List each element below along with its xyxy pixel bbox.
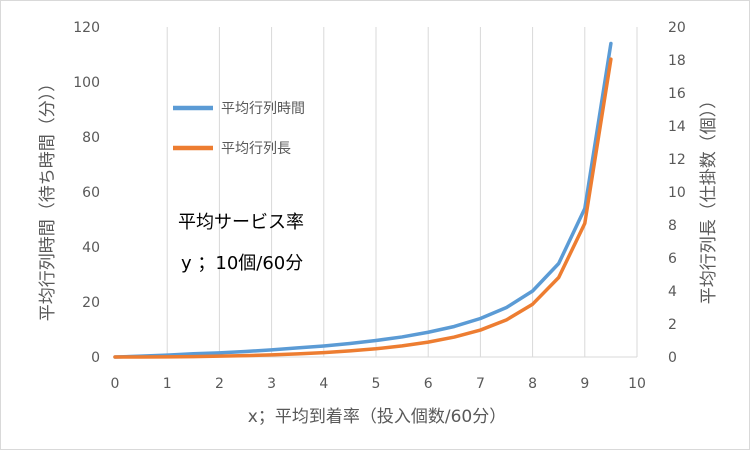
x-tick-label: 4 bbox=[319, 376, 328, 392]
x-tick-label: 2 bbox=[215, 376, 224, 392]
y-right-tick-label: 8 bbox=[668, 218, 677, 234]
x-tick-label: 10 bbox=[628, 376, 646, 392]
x-tick-label: 7 bbox=[476, 376, 485, 392]
y-left-tick-label: 100 bbox=[73, 75, 100, 91]
tick-labels: 0 1 2 3 4 5 6 7 8 9 100204060801001200246810121416… bbox=[73, 20, 686, 392]
x-tick-label: 8 bbox=[528, 376, 537, 392]
y-right-tick-label: 18 bbox=[668, 53, 686, 69]
y-left-tick-label: 80 bbox=[82, 130, 100, 146]
series-line-waiting-time bbox=[113, 41, 613, 359]
legend-label-waiting-time: 平均行列時間 bbox=[221, 101, 305, 117]
y-right-tick-label: 16 bbox=[668, 86, 686, 102]
series-lines bbox=[113, 41, 613, 359]
y-axis-left-title: 平均行列時間（待ち時間（分）） bbox=[38, 75, 58, 322]
y-axis-right-title: 平均行列長（仕掛数（個）） bbox=[699, 92, 719, 305]
y-left-tick-label: 20 bbox=[82, 295, 100, 311]
y-right-tick-label: 6 bbox=[668, 251, 677, 267]
x-tick-label: 9 bbox=[580, 376, 589, 392]
y-right-tick-label: 2 bbox=[668, 317, 677, 333]
legend: 平均行列時間 平均行列長 bbox=[173, 101, 305, 157]
x-tick-label: 1 bbox=[163, 376, 172, 392]
y-right-tick-label: 4 bbox=[668, 284, 677, 300]
series-line-queue-length bbox=[113, 57, 613, 359]
y-left-tick-label: 60 bbox=[82, 185, 100, 201]
y-right-tick-label: 14 bbox=[668, 119, 686, 135]
x-tick-label: 5 bbox=[372, 376, 381, 392]
y-left-tick-label: 0 bbox=[91, 350, 100, 366]
annotation-service-rate-title: 平均サービス率 bbox=[178, 212, 304, 233]
y-left-tick-label: 120 bbox=[73, 20, 100, 36]
x-tick-label: 0 bbox=[111, 376, 120, 392]
y-right-tick-label: 10 bbox=[668, 185, 686, 201]
legend-label-queue-length: 平均行列長 bbox=[221, 141, 291, 157]
x-tick-label: 3 bbox=[267, 376, 276, 392]
x-axis-title: x；平均到着率（投入個数/60分） bbox=[248, 407, 506, 427]
annotation-service-rate-value: y ；10個/60分 bbox=[181, 253, 303, 274]
y-right-tick-label: 20 bbox=[668, 20, 686, 36]
y-right-tick-label: 0 bbox=[668, 350, 677, 366]
x-tick-label: 6 bbox=[424, 376, 433, 392]
y-left-tick-label: 40 bbox=[82, 240, 100, 256]
gridlines bbox=[166, 27, 638, 357]
y-right-tick-label: 12 bbox=[668, 152, 686, 168]
